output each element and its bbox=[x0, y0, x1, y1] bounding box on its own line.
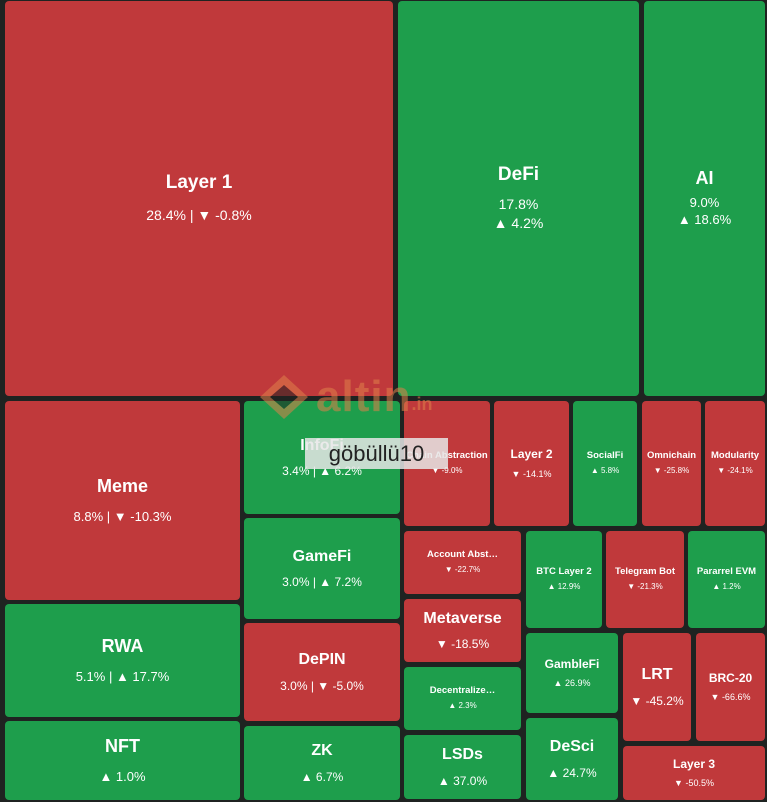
tile-separator: | bbox=[103, 508, 114, 524]
tile-meme[interactable]: Meme 8.8% | ▼ -10.3% bbox=[5, 401, 240, 600]
tile-telegram-bot[interactable]: Telegram Bot ▼ -21.3% bbox=[606, 531, 684, 628]
tile-label: AI bbox=[695, 168, 714, 189]
tile-label: Layer 2 bbox=[510, 447, 553, 462]
tile-pararrel-evm[interactable]: Pararrel EVM ▲ 1.2% bbox=[688, 531, 765, 628]
tile-value: ▲ 24.7% bbox=[547, 765, 597, 780]
tile-label: RWA bbox=[101, 635, 144, 656]
tile-value: 3.0% | ▼ -5.0% bbox=[280, 678, 364, 694]
tile-value: 28.4% | ▼ -0.8% bbox=[146, 206, 251, 225]
tile-value: ▼ -66.6% bbox=[710, 692, 751, 703]
tile-label: Metaverse bbox=[423, 609, 502, 627]
tile-value: ▼ -9.0% bbox=[431, 465, 463, 475]
tile-value: ▼ -24.1% bbox=[717, 465, 753, 475]
tile-value: ▲ 2.3% bbox=[448, 700, 477, 710]
tile-separator: | bbox=[307, 678, 318, 693]
tile-metaverse[interactable]: Metaverse ▼ -18.5% bbox=[404, 599, 521, 662]
tile-label: NFT bbox=[105, 735, 140, 756]
tile-label: GambleFi bbox=[544, 656, 600, 671]
tile-change: ▼ -5.0% bbox=[317, 678, 364, 693]
tile-depin[interactable]: DePIN 3.0% | ▼ -5.0% bbox=[244, 623, 400, 721]
tile-share: 9.0% bbox=[689, 194, 720, 210]
tile-label: ZK bbox=[311, 742, 333, 760]
tile-gamefi[interactable]: GameFi 3.0% | ▲ 7.2% bbox=[244, 518, 400, 619]
tile-value: ▼ -50.5% bbox=[674, 778, 714, 789]
tile-change: ▼ -10.3% bbox=[113, 508, 172, 524]
tile-separator: | bbox=[309, 464, 320, 478]
tile-label: Pararrel EVM bbox=[696, 566, 757, 578]
tile-brc-20[interactable]: BRC-20 ▼ -66.6% bbox=[696, 633, 765, 741]
tile-share: 17.8% bbox=[498, 196, 539, 212]
tile-rwa[interactable]: RWA 5.1% | ▲ 17.7% bbox=[5, 604, 240, 717]
tile-label: SocialFi bbox=[586, 450, 624, 462]
tile-decentralize[interactable]: Decentralize… ▲ 2.3% bbox=[404, 667, 521, 730]
tile-value: ▲ 26.9% bbox=[553, 678, 591, 689]
watermark-user: göbüllü10 bbox=[305, 438, 448, 469]
tile-layer-2[interactable]: Layer 2 ▼ -14.1% bbox=[494, 401, 569, 526]
tile-socialfi[interactable]: SocialFi ▲ 5.8% bbox=[573, 401, 637, 526]
tile-label: DePIN bbox=[298, 651, 346, 669]
tile-label: Layer 1 bbox=[165, 171, 233, 193]
tile-desci[interactable]: DeSci ▲ 24.7% bbox=[526, 718, 618, 800]
tile-label: Decentralize… bbox=[429, 685, 496, 697]
tile-ai[interactable]: AI 9.0% ▲ 18.6% bbox=[644, 1, 765, 396]
tile-change: ▲ 4.2% bbox=[493, 214, 544, 231]
tile-value: 17.8% ▲ 4.2% bbox=[494, 195, 544, 233]
tile-gamblefi[interactable]: GambleFi ▲ 26.9% bbox=[526, 633, 618, 713]
tile-separator: | bbox=[185, 207, 198, 224]
tile-share: 3.4% bbox=[282, 464, 310, 478]
tile-value: ▲ 1.2% bbox=[712, 581, 741, 591]
tile-label: GameFi bbox=[292, 547, 352, 565]
tile-value: 5.1% | ▲ 17.7% bbox=[76, 668, 170, 686]
tile-change: ▲ 17.7% bbox=[115, 668, 170, 684]
tile-layer-1[interactable]: Layer 1 28.4% | ▼ -0.8% bbox=[5, 1, 393, 396]
tile-change: ▼ -0.8% bbox=[197, 207, 252, 224]
tile-value: ▼ -21.3% bbox=[627, 581, 663, 591]
tile-value: 8.8% | ▼ -10.3% bbox=[74, 508, 172, 526]
tile-label: LSDs bbox=[442, 746, 483, 764]
tile-label: DeFi bbox=[497, 164, 540, 186]
tile-value: ▼ -22.7% bbox=[444, 564, 481, 574]
tile-share: 3.0% bbox=[282, 575, 310, 589]
tile-label: Meme bbox=[96, 475, 149, 496]
tile-value: ▲ 5.8% bbox=[590, 465, 620, 475]
tile-value: ▲ 37.0% bbox=[437, 773, 488, 788]
tile-value: 9.0% ▲ 18.6% bbox=[678, 194, 731, 229]
tile-label: Account Abst… bbox=[427, 549, 498, 561]
tile-value: ▼ -18.5% bbox=[435, 637, 490, 651]
tile-label: DeSci bbox=[549, 738, 595, 756]
tile-separator: | bbox=[105, 668, 116, 684]
tile-btc-layer-2[interactable]: BTC Layer 2 ▲ 12.9% bbox=[526, 531, 602, 628]
tile-value: ▲ 1.0% bbox=[99, 768, 146, 784]
tile-zk[interactable]: ZK ▲ 6.7% bbox=[244, 726, 400, 800]
tile-change: ▲ 7.2% bbox=[319, 575, 362, 589]
tile-label: BRC-20 bbox=[708, 670, 753, 685]
tile-lrt[interactable]: LRT ▼ -45.2% bbox=[623, 633, 691, 741]
tile-defi[interactable]: DeFi 17.8% ▲ 4.2% bbox=[398, 1, 639, 396]
tile-label: BTC Layer 2 bbox=[536, 566, 592, 578]
tile-modularity[interactable]: Modularity ▼ -24.1% bbox=[705, 401, 765, 526]
tile-label: Telegram Bot bbox=[614, 566, 675, 578]
tile-separator: | bbox=[309, 575, 320, 589]
tile-label: Omnichain bbox=[646, 450, 697, 462]
tile-share: 5.1% bbox=[75, 668, 106, 684]
tile-value: ▼ -14.1% bbox=[511, 468, 552, 479]
tile-change: ▲ 18.6% bbox=[677, 212, 732, 228]
tile-share: 28.4% bbox=[146, 207, 186, 224]
tile-label: Modularity bbox=[710, 450, 760, 462]
tile-value: ▲ 12.9% bbox=[547, 581, 581, 591]
tile-value: ▲ 6.7% bbox=[300, 769, 344, 784]
tile-value: 3.0% | ▲ 7.2% bbox=[282, 574, 362, 590]
tile-omnichain[interactable]: Omnichain ▼ -25.8% bbox=[642, 401, 701, 526]
tile-share: 3.0% bbox=[280, 678, 308, 693]
tile-label: LRT bbox=[641, 666, 673, 684]
tile-label: Layer 3 bbox=[672, 756, 716, 771]
tile-value: ▼ -25.8% bbox=[653, 465, 690, 475]
tile-nft[interactable]: NFT ▲ 1.0% bbox=[5, 721, 240, 800]
tile-share: 8.8% bbox=[73, 508, 104, 524]
tile-lsds[interactable]: LSDs ▲ 37.0% bbox=[404, 735, 521, 799]
tile-value: ▼ -45.2% bbox=[630, 693, 684, 708]
tile-layer-3[interactable]: Layer 3 ▼ -50.5% bbox=[623, 746, 765, 800]
tile-account-abst[interactable]: Account Abst… ▼ -22.7% bbox=[404, 531, 521, 594]
